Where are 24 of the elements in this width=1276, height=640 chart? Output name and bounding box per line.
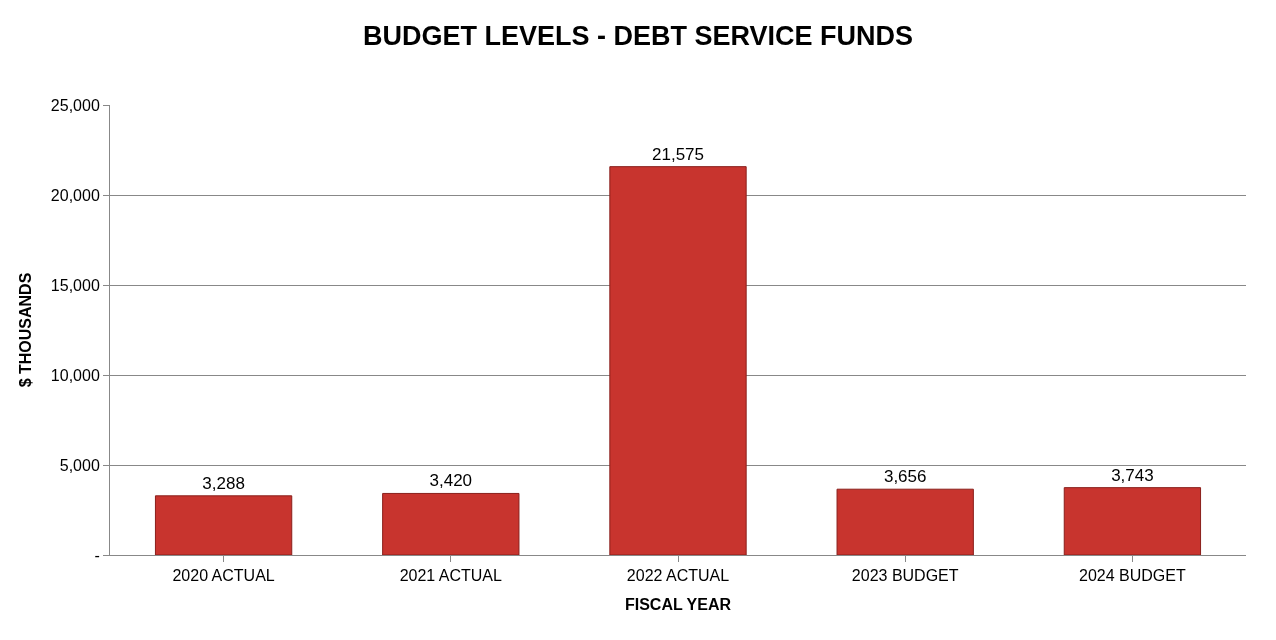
y-tick-label: 20,000 xyxy=(50,186,100,204)
bar xyxy=(382,492,520,555)
bar xyxy=(609,166,747,555)
y-tick-label: 15,000 xyxy=(50,276,100,294)
x-axis-title: FISCAL YEAR xyxy=(624,595,732,613)
y-tick-label: 25,000 xyxy=(50,96,100,114)
x-tick-label: 2024 BUDGET xyxy=(1079,567,1186,585)
x-tick-label: 2021 ACTUAL xyxy=(399,567,503,585)
data-label: 3,288 xyxy=(202,473,245,493)
y-axis-title: $ THOUSANDS xyxy=(16,272,34,388)
x-tick-label: 2022 ACTUAL xyxy=(626,567,730,585)
bar xyxy=(836,488,974,555)
data-label: 3,656 xyxy=(883,467,927,487)
y-tick-label: 5,000 xyxy=(59,456,100,474)
x-tick-label: 2020 ACTUAL xyxy=(172,567,275,585)
data-label: 21,575 xyxy=(652,144,704,164)
data-label: 3,420 xyxy=(429,471,473,491)
data-label: 3,743 xyxy=(1111,465,1154,485)
bar xyxy=(1063,487,1202,555)
y-tick-label: 10,000 xyxy=(50,366,100,384)
y-tick-label: - xyxy=(94,546,100,564)
x-tick-label: 2023 BUDGET xyxy=(851,567,959,585)
bar xyxy=(154,495,293,555)
chart-title: BUDGET LEVELS - DEBT SERVICE FUNDS xyxy=(362,20,914,51)
